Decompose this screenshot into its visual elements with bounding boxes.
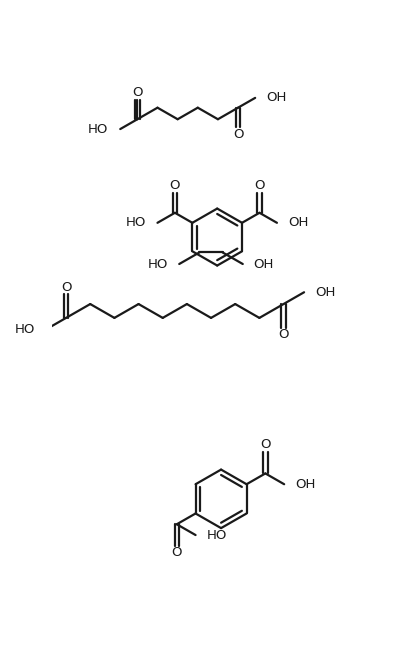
Text: O: O (170, 180, 180, 192)
Text: HO: HO (148, 257, 168, 271)
Text: HO: HO (126, 216, 147, 229)
Text: O: O (233, 128, 243, 141)
Text: O: O (278, 328, 289, 341)
Text: HO: HO (14, 323, 35, 336)
Text: O: O (254, 180, 265, 192)
Text: OH: OH (288, 216, 308, 229)
Text: OH: OH (253, 257, 273, 271)
Text: OH: OH (315, 286, 335, 299)
Text: O: O (171, 546, 182, 559)
Text: OH: OH (295, 478, 315, 491)
Text: OH: OH (266, 91, 286, 104)
Text: O: O (132, 86, 143, 99)
Text: O: O (260, 438, 271, 451)
Text: O: O (61, 281, 71, 294)
Text: HO: HO (206, 529, 227, 542)
Text: HO: HO (88, 123, 108, 135)
